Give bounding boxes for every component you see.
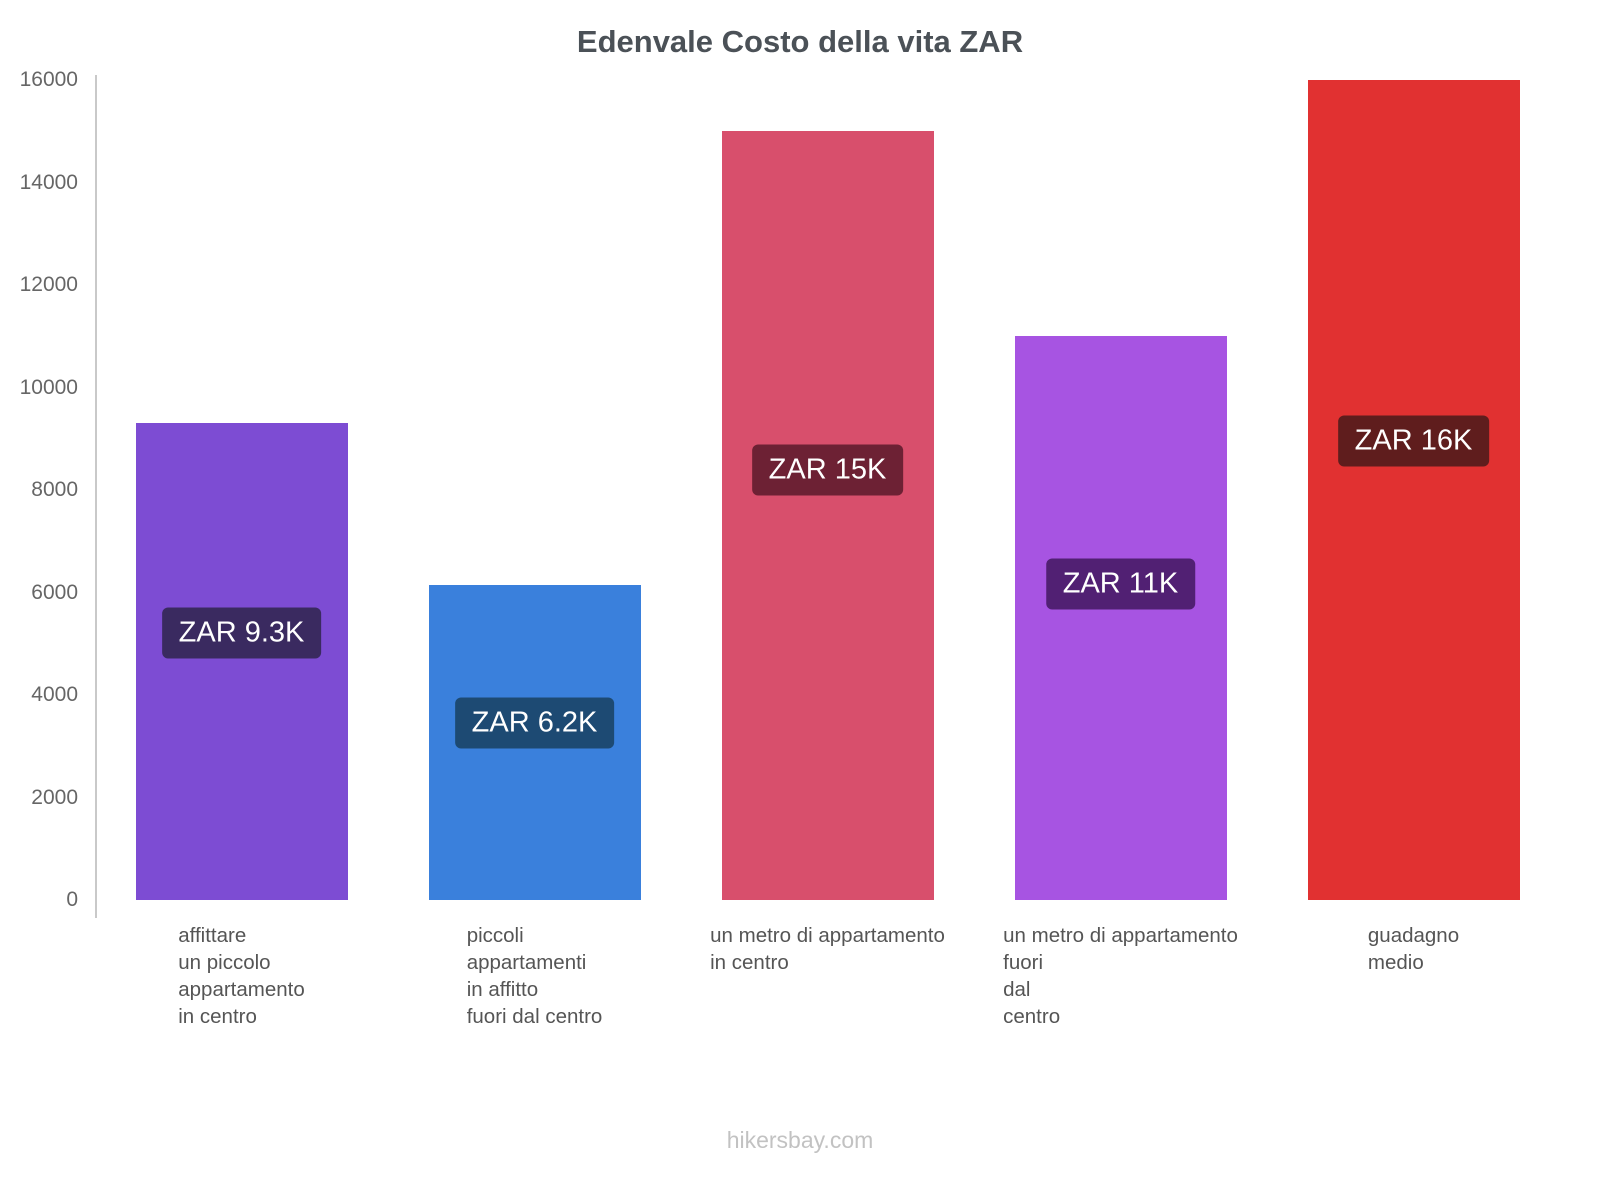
x-axis-label-line: dal bbox=[1003, 978, 1031, 1001]
y-tick-label: 6000 bbox=[31, 580, 78, 604]
watermark-text: hikersbay.com bbox=[726, 1127, 874, 1153]
bar-1 bbox=[135, 423, 348, 900]
x-axis-label: un metro di appartamento in centro bbox=[710, 922, 945, 976]
y-tick-label: 8000 bbox=[31, 478, 78, 501]
x-axis-label: guadagno medio bbox=[1368, 922, 1459, 976]
y-tick-label: 4000 bbox=[31, 683, 78, 706]
x-axis-label-line: in affitto bbox=[466, 978, 539, 1001]
bar-5 bbox=[1307, 80, 1520, 900]
x-axis-label-line: affittare bbox=[178, 924, 247, 947]
bar-value-label: ZAR 15K bbox=[751, 444, 904, 495]
x-axis-label-line: in centro bbox=[178, 1005, 257, 1028]
bar-4 bbox=[1014, 336, 1227, 900]
x-axis-label: un metro di appartamento fuori dal centro bbox=[1003, 922, 1238, 1030]
bar-value-label: ZAR 11K bbox=[1045, 558, 1196, 610]
chart-title: Edenvale Costo della vita ZAR bbox=[576, 24, 1024, 59]
bar-value-label: ZAR 6.2K bbox=[454, 697, 615, 749]
x-axis-label-line: appartamento bbox=[178, 978, 305, 1001]
x-axis-label-line: guadagno bbox=[1367, 924, 1460, 947]
x-axis-label-line: in centro bbox=[710, 951, 789, 974]
y-axis-line bbox=[95, 75, 97, 918]
bar-value-label: ZAR 9.3K bbox=[161, 607, 322, 659]
x-axis-label: piccoli appartamenti in affitto fuori dal c… bbox=[467, 922, 603, 1030]
x-axis-label-line: un piccolo bbox=[178, 951, 271, 974]
bar-3 bbox=[721, 131, 934, 900]
x-axis-label-line: un metro di appartamento bbox=[1003, 924, 1238, 947]
y-tick-label: 10000 bbox=[19, 375, 78, 399]
x-axis-label-line: appartamenti bbox=[466, 951, 587, 974]
x-axis-label-line: centro bbox=[1003, 1005, 1061, 1028]
x-axis-label-line: medio bbox=[1367, 951, 1424, 974]
x-axis-label-line: piccoli bbox=[466, 924, 524, 947]
y-tick-label: 14000 bbox=[19, 170, 78, 194]
y-tick-label: 0 bbox=[66, 888, 78, 911]
y-tick-label: 16000 bbox=[19, 68, 78, 91]
y-tick-label: 12000 bbox=[19, 273, 78, 296]
x-axis-label-line: fuori bbox=[1003, 951, 1044, 974]
x-axis-label: affittare un piccolo appartamento in centro bbox=[178, 922, 305, 1030]
bar-value-label: ZAR 16K bbox=[1337, 415, 1490, 467]
x-axis-label-line: fuori dal centro bbox=[466, 1005, 603, 1028]
y-tick-label: 2000 bbox=[31, 785, 78, 809]
x-axis-label-line: un metro di appartamento bbox=[710, 924, 945, 947]
